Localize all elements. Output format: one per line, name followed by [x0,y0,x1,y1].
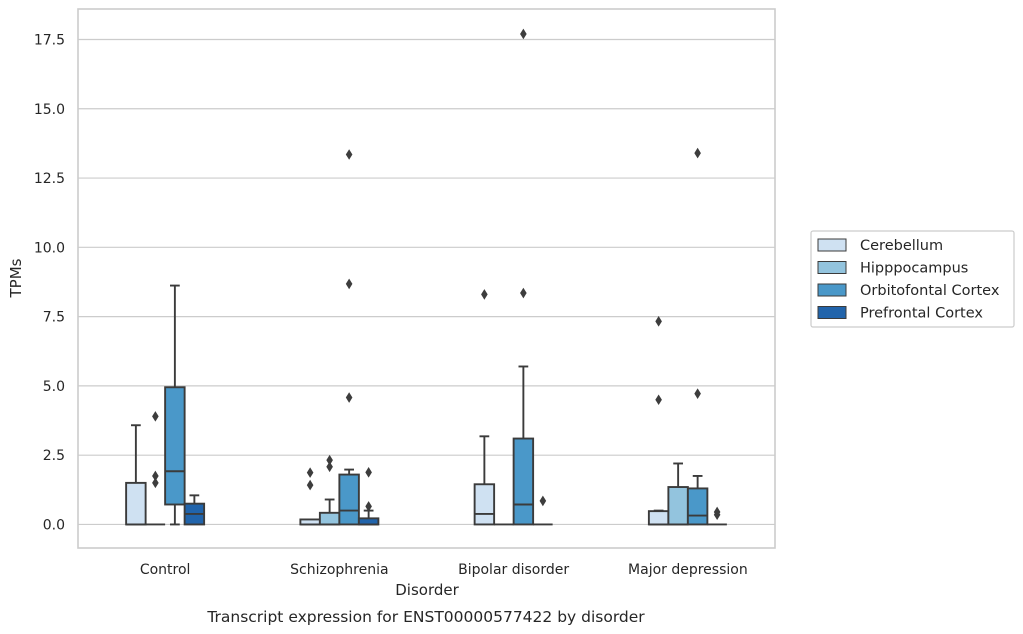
y-tick-labels: 0.0 2.5 5.0 7.5 10.0 12.5 15.0 17.5 [34,32,65,533]
outlier-marker [520,287,527,299]
box-cerebellum [299,518,321,526]
box-orbitofontal-cortex [338,468,360,526]
y-tick-label: 12.5 [34,171,65,187]
legend-label: Prefrontal Cortex [860,306,983,322]
outlier-marker [365,467,372,478]
legend-frame [810,230,1015,328]
outlier-marker [306,479,314,491]
boxes [125,284,727,526]
plot-frame [77,8,776,549]
outlier-marker [326,454,333,466]
outlier-marker [152,470,159,482]
x-tick-label: Bipolar disorder [458,562,569,578]
box-body [338,473,360,526]
box-body [164,386,186,506]
outlier-marker [481,289,488,300]
y-tick-label: 2.5 [43,448,65,464]
figure-caption: Transcript expression for ENST0000057742… [206,608,645,626]
y-tick-label: 15.0 [34,102,65,118]
legend-swatch [817,283,847,297]
outlier-marker [539,495,547,507]
y-tick-label: 0.0 [43,517,65,533]
outlier-marker [326,461,333,473]
y-tick-label: 10.0 [34,240,65,256]
outlier-marker [694,388,701,399]
box-cerebellum [647,509,670,526]
outlier-marker [152,477,159,489]
box-cerebellum [125,424,147,526]
box-body [473,483,496,526]
y-tick-label: 5.0 [43,379,65,395]
outlier-marker [345,278,353,290]
legend-swatch [817,261,847,274]
box-body [686,487,709,526]
outlier-marker [520,28,527,40]
y-tick-label: 7.5 [43,310,65,326]
box-body [125,481,147,526]
box-orbitofontal-cortex [164,284,186,526]
legend-swatch [817,306,847,319]
box-body [318,511,341,526]
legend-label: Orbitofontal Cortex [860,283,1000,299]
x-tick-labels: Control Schizophrenia Bipolar disorder Majo… [140,562,748,578]
outlier-marker [713,509,721,521]
outlier-marker [655,316,662,327]
y-tick-label: 17.5 [34,32,65,48]
box-hipppocampus [667,462,689,526]
outlier-points [152,28,721,521]
x-tick-label: Control [140,562,191,578]
outlier-marker [345,392,353,403]
x-tick-label: Schizophrenia [290,562,388,578]
legend-label: Cerebellum [860,238,943,254]
box-body [512,437,535,526]
y-axis-label: TPMs [7,258,25,298]
box-orbitofontal-cortex [512,365,535,526]
legend: Cerebellum Hipppocampus Orbitofontal Corte… [810,230,1015,328]
outlier-marker [365,501,372,512]
outlier-marker [306,467,314,478]
x-tick-label: Major depression [628,562,748,578]
box-prefrontal-cortex [183,494,206,526]
outlier-marker [655,394,662,406]
legend-swatch [817,238,847,252]
outlier-marker [152,411,159,422]
outlier-marker [694,147,701,159]
box-body [647,510,670,526]
outlier-marker [345,149,353,160]
x-axis-label: Disorder [395,581,459,599]
box-orbitofontal-cortex [686,474,709,526]
box-body [667,486,689,526]
box-cerebellum [473,435,496,526]
legend-label: Hipppocampus [860,261,968,277]
